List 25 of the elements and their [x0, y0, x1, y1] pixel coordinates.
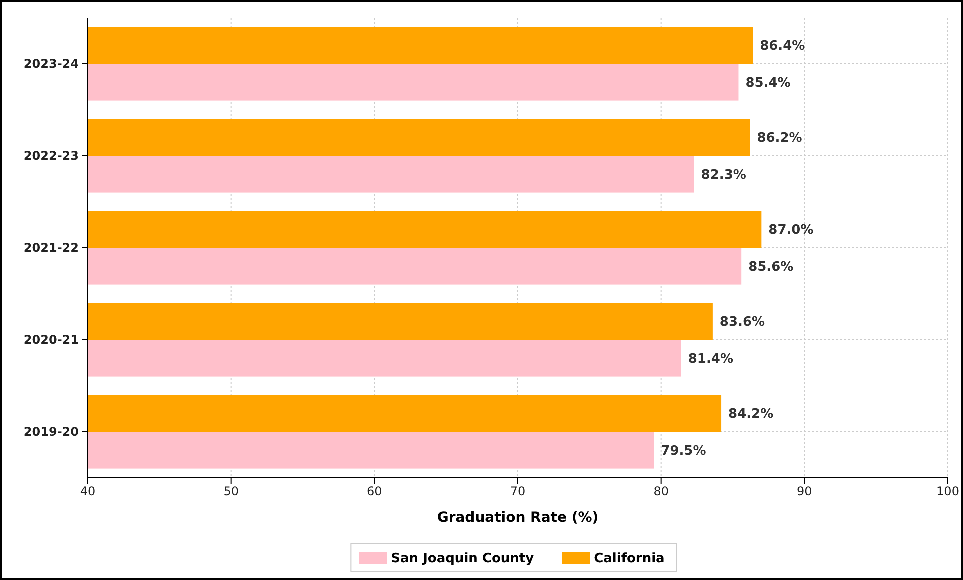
- data-label: 85.4%: [746, 76, 791, 91]
- x-tick-label: 40: [80, 484, 96, 499]
- data-label: 86.2%: [757, 131, 802, 146]
- y-tick-label: 2020-21: [24, 332, 79, 347]
- y-tick-label: 2021-22: [24, 240, 79, 255]
- x-tick-label: 100: [936, 484, 960, 499]
- y-tick-label: 2019-20: [24, 424, 79, 439]
- data-label: 84.2%: [728, 407, 774, 422]
- data-label: 83.6%: [720, 315, 766, 330]
- x-tick-label: 60: [367, 484, 382, 499]
- legend-label: San Joaquin County: [391, 552, 535, 567]
- x-tick-label: 50: [224, 484, 239, 499]
- data-label: 81.4%: [688, 352, 734, 367]
- data-label: 85.6%: [748, 260, 794, 275]
- data-label: 82.3%: [701, 168, 746, 183]
- data-label: 86.4%: [760, 39, 806, 54]
- x-axis-title: Graduation Rate (%): [437, 510, 599, 526]
- x-tick-label: 70: [510, 484, 526, 499]
- y-tick-label: 2022-23: [24, 148, 79, 163]
- x-tick-label: 90: [797, 484, 812, 499]
- data-label: 87.0%: [768, 223, 814, 238]
- legend-label: California: [594, 552, 665, 567]
- y-tick-label: 2023-24: [24, 56, 79, 71]
- x-tick-label: 80: [654, 484, 669, 499]
- data-label: 79.5%: [661, 444, 706, 459]
